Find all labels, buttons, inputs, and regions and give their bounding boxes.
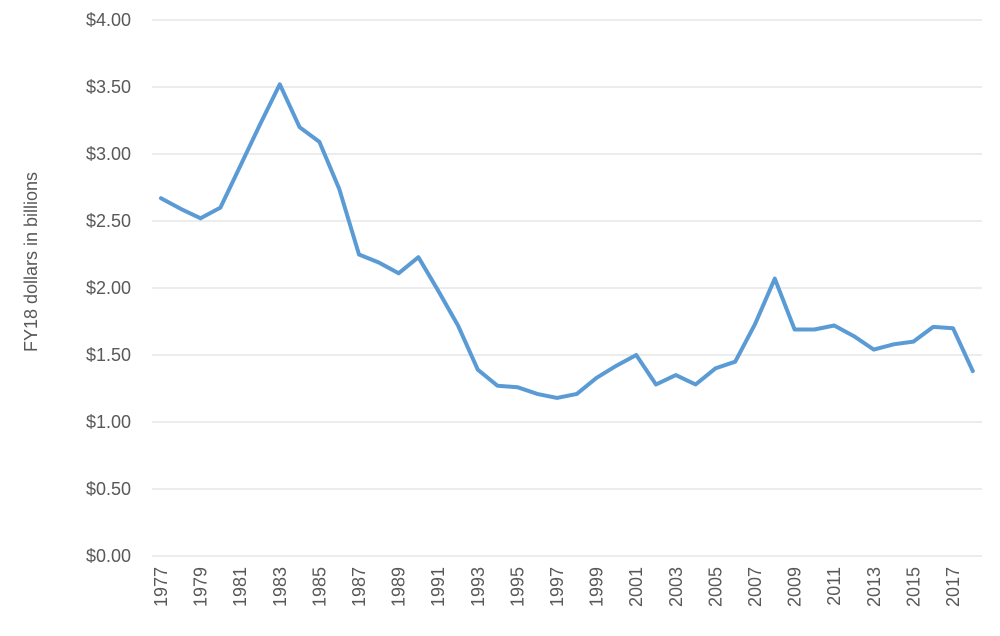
y-tick-label: $3.00 bbox=[86, 144, 131, 164]
series-layer bbox=[159, 82, 975, 400]
x-tick-label: 1979 bbox=[191, 567, 211, 607]
x-tick-label: 1981 bbox=[230, 567, 250, 607]
y-tick-label: $0.00 bbox=[86, 546, 131, 566]
x-tick-label: 2013 bbox=[864, 567, 884, 607]
x-tick-label: 1999 bbox=[587, 567, 607, 607]
x-tick-label: 1983 bbox=[270, 567, 290, 607]
y-tick-label: $2.00 bbox=[86, 278, 131, 298]
y-tick-label: $1.00 bbox=[86, 412, 131, 432]
x-tick-label: 1995 bbox=[507, 567, 527, 607]
y-axis-title: FY18 dollars in billions bbox=[21, 172, 41, 352]
x-tick-label: 2001 bbox=[626, 567, 646, 607]
x-axis-ticks: 1977 1979 1981 1983 1985 1987 1989 1991 1993 1995… bbox=[151, 567, 963, 607]
x-tick-label: 2011 bbox=[824, 567, 844, 606]
x-tick-label: 1991 bbox=[428, 567, 448, 607]
x-tick-label: 1985 bbox=[309, 567, 329, 607]
gridlines bbox=[152, 19, 982, 557]
x-tick-label: 2017 bbox=[943, 567, 963, 607]
x-tick-label: 2009 bbox=[785, 567, 805, 607]
x-tick-label: 2003 bbox=[666, 567, 686, 607]
y-tick-label: $1.50 bbox=[86, 345, 131, 365]
y-tick-label: $0.50 bbox=[86, 479, 131, 499]
x-tick-label: 1989 bbox=[389, 567, 409, 607]
y-tick-label: $4.00 bbox=[86, 10, 131, 30]
x-tick-label: 1997 bbox=[547, 567, 567, 607]
x-tick-label: 2007 bbox=[745, 567, 765, 607]
y-axis-ticks: $0.00 $0.50 $1.00 $1.50 $2.00 $2.50 $3.00 $3.50… bbox=[86, 10, 131, 566]
x-tick-label: 1987 bbox=[349, 567, 369, 607]
x-tick-label: 1993 bbox=[468, 567, 488, 607]
x-tick-label: 2015 bbox=[903, 567, 923, 607]
x-tick-label: 2005 bbox=[705, 567, 725, 607]
series-line bbox=[159, 82, 975, 400]
x-tick-label: 1977 bbox=[151, 567, 171, 607]
y-tick-label: $2.50 bbox=[86, 211, 131, 231]
y-tick-label: $3.50 bbox=[86, 77, 131, 97]
